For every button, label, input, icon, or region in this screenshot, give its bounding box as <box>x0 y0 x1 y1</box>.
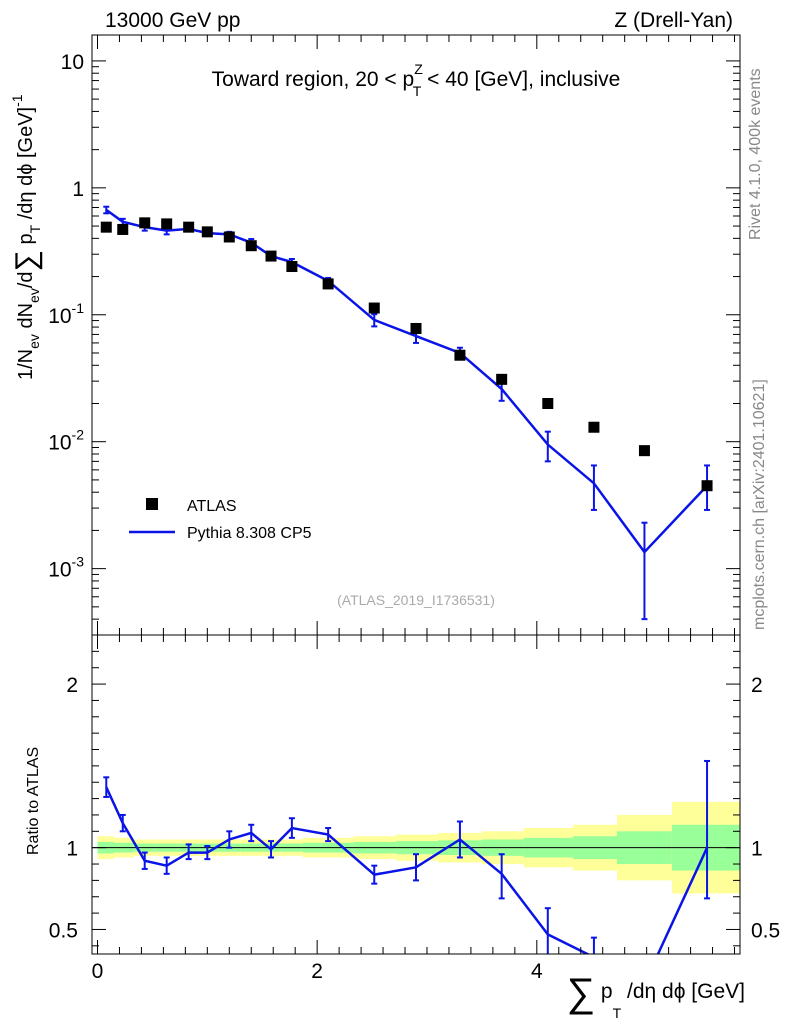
ylabel-a-sub: ev <box>26 334 42 349</box>
header-left: 13000 GeV pp <box>105 9 240 32</box>
mcplots-label: mcplots.cern.ch [arXiv:2401.10621] <box>751 379 768 630</box>
rivet-label: Rivet 4.1.0, 400k events <box>747 68 764 240</box>
atlas-data-point <box>139 217 151 229</box>
legend: ATLAS Pythia 8.308 CP5 <box>129 498 312 542</box>
ylabel-e: /dη dϕ [GeV] <box>15 107 37 225</box>
atlas-data-point <box>701 480 713 492</box>
ratio-y-tick-label-left: 1 <box>66 838 78 861</box>
ratio-y-tick-label-left: 0.5 <box>49 919 78 942</box>
atlas-data-point <box>223 231 235 243</box>
atlas-data-point <box>410 322 422 334</box>
x-tick-label: 4 <box>531 960 543 983</box>
analysis-label: (ATLAS_2019_I1736531) <box>337 592 495 608</box>
ratio-y-axis-label: Ratio to ATLAS <box>25 747 42 855</box>
main-y-tick-label: 1 <box>72 178 84 201</box>
x-tick-label: 0 <box>92 960 104 983</box>
atlas-data-point <box>161 218 173 230</box>
ylabel-b: dN <box>15 303 37 334</box>
ylabel-c: /d <box>15 271 37 288</box>
ratio-error-bars <box>103 759 711 954</box>
title-prefix: Toward region, 20 < p <box>212 68 415 91</box>
atlas-data-point <box>265 250 277 262</box>
ratio-line <box>105 786 709 954</box>
atlas-data-point <box>100 221 112 233</box>
atlas-data-point <box>588 421 600 433</box>
atlas-data-point <box>245 240 257 252</box>
xlabel-b: /dη dϕ [GeV] <box>621 980 745 1003</box>
main-y-tick-label: 10 <box>61 51 84 74</box>
data-markers <box>100 217 713 492</box>
atlas-data-point <box>638 445 650 457</box>
atlas-data-point <box>542 397 554 409</box>
legend-mc-label: Pythia 8.308 CP5 <box>187 525 312 542</box>
main-panel: 10-3 10-2 10-1 1 10 Toward region, 20 < pZ T … <box>9 34 741 636</box>
x-tick-label: 2 <box>311 960 323 983</box>
ratio-y-tick-labels: 0.5 0.5 1 1 2 2 <box>49 674 780 942</box>
ratio-plot-area <box>103 759 711 954</box>
ylabel-a: 1/N <box>15 349 37 380</box>
ylabel-d-sub: T <box>27 224 43 233</box>
legend-atlas-marker <box>146 498 158 510</box>
x-tick-labels: 0 2 4 <box>92 960 543 983</box>
atlas-data-point <box>286 261 298 273</box>
main-y-tick-label: 10-3 <box>48 554 84 582</box>
main-y-tick-label: 10-2 <box>48 427 84 455</box>
x-axis-label: ∑ pT /dη dϕ [GeV] <box>567 971 745 1021</box>
xlabel-a-sub: T <box>613 1005 622 1021</box>
title-suffix: < 40 [GeV], inclusive <box>421 68 620 91</box>
atlas-data-point <box>117 223 129 235</box>
xlabel-a: p <box>595 980 613 1003</box>
ylabel-d: p <box>15 233 37 250</box>
plot-title: Toward region, 20 < pZ T < 40 [GeV], incl… <box>212 61 621 99</box>
atlas-data-point <box>201 226 213 238</box>
atlas-data-point <box>322 278 334 290</box>
mc-error-bars <box>103 205 711 621</box>
ratio-axis-ticks <box>92 634 740 954</box>
xlabel-sum: ∑ <box>567 971 596 1015</box>
title-sub: T <box>413 83 422 99</box>
ratio-y-tick-label-right: 1 <box>751 838 763 861</box>
ratio-y-tick-label-left: 2 <box>66 674 78 697</box>
atlas-data-point <box>183 221 195 233</box>
atlas-data-point <box>454 349 466 361</box>
atlas-data-point <box>496 373 508 385</box>
ratio-y-tick-label-right: 2 <box>751 674 763 697</box>
main-y-tick-label: 10-1 <box>48 300 84 328</box>
ratio-y-tick-label-right: 0.5 <box>751 919 780 942</box>
main-axis-ticks <box>92 35 740 636</box>
main-y-tick-labels: 10-3 10-2 10-1 1 10 <box>48 51 84 582</box>
ylabel-sum: ∑ <box>10 250 43 271</box>
atlas-data-point <box>368 302 380 314</box>
ylabel-b-sub: ev <box>26 288 42 303</box>
header-right: Z (Drell-Yan) <box>614 9 733 32</box>
ylabel-e-sup: -1 <box>9 94 25 107</box>
title-sup: Z <box>414 61 423 77</box>
legend-atlas-label: ATLAS <box>187 498 237 515</box>
ratio-frame <box>91 634 741 955</box>
main-y-axis-label: 1/Nev dNev/d∑ pT /dη dϕ [GeV]-1 <box>9 94 43 380</box>
ratio-panel: 0.5 0.5 1 1 2 2 0 2 4 Ratio to ATLAS ∑ pT /dη d… <box>25 634 780 1021</box>
